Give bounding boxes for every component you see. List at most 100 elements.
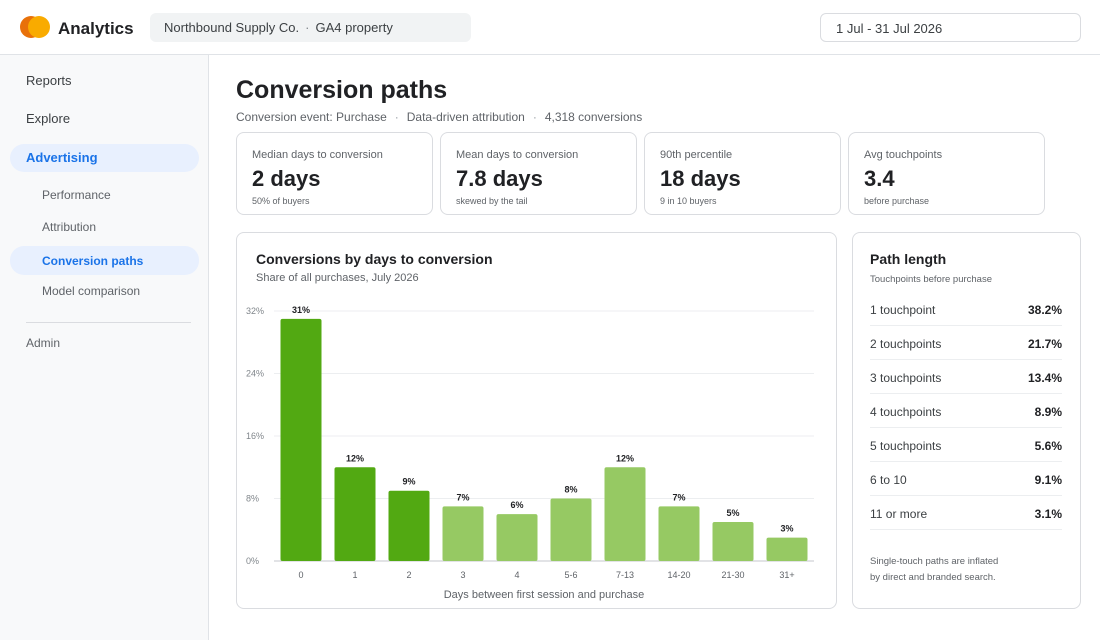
bar — [658, 506, 700, 561]
sidebar-item-admin[interactable]: Admin — [26, 336, 61, 350]
path-length-note: Single-touch paths are inflated by direc… — [870, 554, 1060, 586]
sidebar-subitem-attribution[interactable]: Attribution — [42, 220, 97, 234]
bar-value-label: 8% — [564, 485, 577, 495]
kpi-card-90th-percentile: 90th percentile 18 days 9 in 10 buyers — [644, 132, 841, 215]
x-tick-label: 0 — [298, 570, 303, 580]
path-length-title: Path length — [870, 251, 947, 267]
path-length-label: 11 or more — [870, 507, 928, 521]
bar — [712, 521, 754, 561]
kpi-label: Median days to conversion — [252, 149, 383, 161]
path-length-label: 5 touchpoints — [870, 439, 942, 453]
path-length-note-line: by direct and branded search. — [870, 572, 996, 583]
bar-value-label: 31% — [292, 305, 310, 315]
bar — [766, 537, 808, 561]
subtitle-separator: · — [394, 110, 399, 124]
subtitle-separator: · — [532, 110, 537, 124]
kpi-value: 7.8 days — [456, 166, 543, 191]
x-tick-label: 31+ — [779, 570, 794, 580]
bar-value-label: 6% — [510, 500, 523, 510]
x-tick-label: 3 — [460, 570, 465, 580]
property-org: Northbound Supply Co. — [164, 20, 300, 35]
path-length-row: 4 touchpoints 8.9% — [870, 394, 1062, 428]
path-length-label: 6 to 10 — [870, 473, 907, 487]
date-range-picker[interactable]: 1 Jul - 31 Jul 2026 — [820, 13, 1081, 42]
x-tick-label: 7-13 — [616, 570, 634, 580]
x-tick-label: 5-6 — [564, 570, 577, 580]
bar-value-label: 12% — [616, 453, 634, 463]
path-length-value: 9.1% — [1034, 473, 1062, 487]
x-axis-title: Days between first session and purchase — [444, 589, 645, 601]
path-length-subtitle: Touchpoints before purchase — [870, 274, 992, 285]
property-separator: · — [305, 20, 310, 35]
y-tick-label: 32% — [246, 306, 264, 316]
bar-value-label: 9% — [402, 477, 415, 487]
kpi-note: 9 in 10 buyers — [660, 196, 717, 206]
path-length-row: 1 touchpoint 38.2% — [870, 292, 1062, 326]
conversion-count: 4,318 conversions — [544, 110, 643, 124]
chart-title: Conversions by days to conversion — [256, 251, 493, 267]
sidebar-item-reports[interactable]: Reports — [26, 73, 72, 88]
conversion-event: Conversion event: Purchase — [236, 110, 387, 124]
x-tick-label: 1 — [352, 570, 357, 580]
y-tick-label: 0% — [246, 556, 259, 566]
sidebar-divider — [26, 322, 191, 323]
chart-card: Conversions by days to conversion Share … — [236, 232, 837, 609]
kpi-card-avg-touchpoints: Avg touchpoints 3.4 before purchase — [848, 132, 1045, 215]
bar-value-label: 7% — [672, 492, 685, 502]
sidebar-subitem-performance[interactable]: Performance — [42, 188, 111, 202]
path-length-value: 5.6% — [1034, 439, 1062, 453]
sidebar-subitem-model-comparison[interactable]: Model comparison — [42, 284, 141, 298]
page-subtitle: Conversion event: Purchase · Data-driven a… — [236, 110, 642, 124]
kpi-value: 18 days — [660, 166, 741, 191]
x-tick-label: 21-30 — [721, 570, 744, 580]
bar — [604, 467, 646, 561]
kpi-value: 3.4 — [864, 166, 895, 191]
path-length-row: 2 touchpoints 21.7% — [870, 326, 1062, 360]
kpi-card-mean-days: Mean days to conversion 7.8 days skewed … — [440, 132, 637, 215]
top-bar: Analytics Northbound Supply Co. · GA4 prop… — [0, 0, 1100, 55]
attribution-model: Data-driven attribution — [406, 110, 525, 124]
path-length-value: 21.7% — [1027, 337, 1062, 351]
path-length-row: 11 or more 3.1% — [870, 496, 1062, 530]
x-tick-label: 2 — [406, 570, 411, 580]
path-length-row: 3 touchpoints 13.4% — [870, 360, 1062, 394]
path-length-card: Path length Touchpoints before purchase … — [852, 232, 1081, 609]
kpi-note: 50% of buyers — [252, 196, 310, 206]
kpi-value: 2 days — [252, 166, 321, 191]
chart-subtitle: Share of all purchases, July 2026 — [256, 272, 419, 284]
logo-circle-yellow — [28, 16, 50, 38]
bar — [280, 318, 322, 561]
sidebar-subitem-conversion-paths[interactable]: Conversion paths — [10, 246, 199, 275]
app-title: Analytics — [58, 19, 134, 38]
page-title: Conversion paths — [236, 76, 448, 104]
bar — [334, 467, 376, 561]
y-tick-label: 16% — [246, 431, 264, 441]
path-length-label: 1 touchpoint — [870, 303, 936, 317]
y-tick-label: 24% — [246, 369, 264, 379]
bar — [496, 514, 538, 561]
path-length-value: 3.1% — [1034, 507, 1062, 521]
path-length-value: 38.2% — [1027, 303, 1062, 317]
property-selector[interactable]: Northbound Supply Co. · GA4 property — [150, 13, 471, 42]
kpi-label: Avg touchpoints — [864, 149, 943, 161]
path-length-note-line: Single-touch paths are inflated — [870, 556, 999, 567]
path-length-row: 5 touchpoints 5.6% — [870, 428, 1062, 462]
bar — [550, 498, 592, 561]
property-name: GA4 property — [315, 20, 393, 35]
path-length-label: 4 touchpoints — [870, 405, 942, 419]
kpi-note: skewed by the tail — [456, 196, 528, 206]
sidebar-item-explore[interactable]: Explore — [26, 111, 71, 126]
path-length-value: 8.9% — [1034, 405, 1062, 419]
bar — [442, 506, 484, 561]
kpi-note: before purchase — [864, 196, 930, 206]
x-tick-label: 4 — [514, 570, 519, 580]
bar-value-label: 3% — [780, 524, 793, 534]
bar-value-label: 7% — [456, 492, 469, 502]
bar-chart: 0% 8% 16% 24% 32% 31% 0 12% 1 9% 2 7% 3 6% 4 8% 5-6 12% 7-… — [246, 305, 814, 601]
analytics-logo-icon[interactable] — [20, 16, 50, 38]
path-length-value: 13.4% — [1027, 371, 1062, 385]
kpi-label: 90th percentile — [660, 149, 733, 161]
path-length-row: 6 to 10 9.1% — [870, 462, 1062, 496]
path-length-label: 3 touchpoints — [870, 371, 942, 385]
sidebar-item-advertising[interactable]: Advertising — [10, 144, 199, 172]
